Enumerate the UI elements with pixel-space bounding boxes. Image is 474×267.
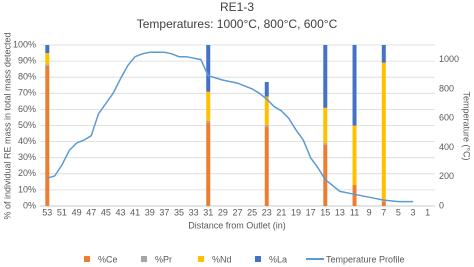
legend-swatch — [84, 256, 90, 262]
legend-label: %Pr — [155, 254, 172, 264]
legend-swatch — [255, 256, 261, 262]
bar-segment — [45, 53, 50, 65]
legend-label: %La — [269, 254, 287, 264]
x-tick-label: 33 — [189, 207, 199, 217]
bar-segment — [381, 201, 386, 206]
y-tick-label: 100% — [13, 39, 36, 49]
x-tick-label: 41 — [130, 207, 140, 217]
bar-segment — [323, 144, 328, 206]
y2-tick-label: 0 — [439, 200, 444, 210]
x-tick-label: 53 — [42, 207, 52, 217]
bar-segment — [264, 96, 269, 126]
x-tick-label: 3 — [411, 207, 416, 217]
bar-segment — [352, 45, 357, 126]
y-axis-title: % of individual RE mass in total mass de… — [2, 32, 12, 219]
x-tick-label: 51 — [57, 207, 67, 217]
y-tick-label: 10% — [18, 184, 36, 194]
x-tick-label: 13 — [335, 207, 345, 217]
y-tick-label: 20% — [18, 168, 36, 178]
x-tick-label: 23 — [262, 207, 272, 217]
x-tick-label: 19 — [291, 207, 301, 217]
x-tick-label: 35 — [174, 207, 184, 217]
x-tick-label: 49 — [72, 207, 82, 217]
x-tick-label: 31 — [203, 207, 213, 217]
y2-tick-label: 400 — [439, 142, 454, 152]
bar-segment — [352, 125, 357, 186]
x-tick-label: 17 — [306, 207, 316, 217]
legend-label: Temperature Profile — [326, 254, 405, 264]
bar-segment — [264, 127, 269, 206]
chart-title: RE1-3 — [220, 0, 254, 14]
bar-segment — [45, 65, 50, 207]
bar-segment — [206, 91, 211, 121]
x-tick-label: 29 — [218, 207, 228, 217]
x-tick-label: 1 — [425, 207, 430, 217]
x-tick-label: 7 — [381, 207, 386, 217]
legend-swatch — [141, 256, 147, 262]
bar-segment — [352, 185, 357, 206]
bar-segment — [264, 125, 269, 128]
bar-segment — [323, 107, 328, 144]
x-tick-label: 5 — [396, 207, 401, 217]
bar-segment — [323, 45, 328, 108]
y2-tick-label: 1000 — [439, 54, 459, 64]
bar-segment — [206, 122, 211, 206]
bar-segment — [206, 120, 211, 123]
legend-swatch — [198, 256, 204, 262]
x-axis-title: Distance from Outlet (in) — [188, 220, 286, 230]
y-tick-label: 90% — [18, 55, 36, 65]
x-tick-label: 27 — [232, 207, 242, 217]
y-tick-label: 80% — [18, 72, 36, 82]
y2-tick-label: 200 — [439, 171, 454, 181]
y-tick-label: 50% — [18, 120, 36, 130]
bar-segment — [381, 62, 386, 202]
bar-segment — [45, 45, 50, 54]
bar-segment — [206, 45, 211, 92]
y-tick-label: 0% — [23, 200, 36, 210]
x-tick-label: 15 — [320, 207, 330, 217]
x-tick-label: 45 — [101, 207, 111, 217]
x-tick-label: 21 — [276, 207, 286, 217]
legend-label: %Nd — [212, 254, 232, 264]
y-tick-label: 60% — [18, 104, 36, 114]
x-tick-label: 25 — [247, 207, 257, 217]
x-tick-label: 47 — [86, 207, 96, 217]
x-tick-label: 39 — [145, 207, 155, 217]
bar-segment — [323, 143, 328, 145]
bar-segment — [264, 82, 269, 97]
y2-axis-title: Temperature (°C) — [462, 91, 472, 160]
y-tick-label: 30% — [18, 152, 36, 162]
y-tick-label: 70% — [18, 88, 36, 98]
bar-segment — [45, 64, 50, 66]
bar-segment — [381, 45, 386, 63]
x-tick-label: 11 — [350, 207, 359, 217]
legend-label: %Ce — [98, 254, 118, 264]
temperature-line — [47, 51, 414, 203]
chart-subtitle: Temperatures: 1000°C, 800°C, 600°C — [137, 17, 338, 31]
y2-tick-label: 800 — [439, 83, 454, 93]
y2-tick-label: 600 — [439, 113, 454, 123]
x-tick-label: 43 — [115, 207, 125, 217]
x-tick-label: 9 — [367, 207, 372, 217]
x-tick-label: 37 — [159, 207, 169, 217]
y-tick-label: 40% — [18, 136, 36, 146]
